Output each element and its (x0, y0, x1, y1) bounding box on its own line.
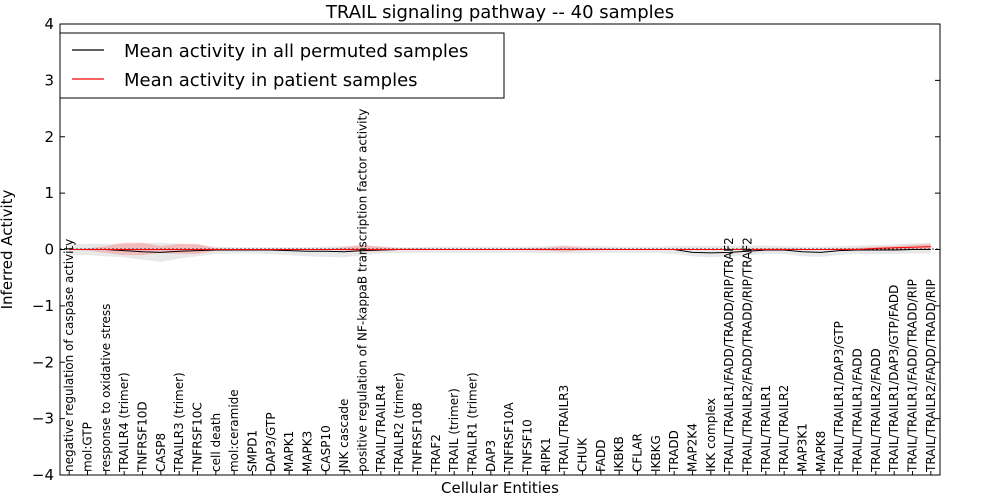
x-category-label: response to oxidative stress (99, 304, 113, 472)
x-category-label: MAP2K4 (686, 423, 700, 472)
x-category-label: mol:GTP (81, 422, 95, 472)
x-category-label: DAP3 (484, 440, 498, 472)
series-lines (69, 246, 931, 254)
legend-label-permuted: Mean activity in all permuted samples (124, 41, 468, 62)
y-tick-label: −4 (32, 466, 54, 484)
x-category-label: TNFRSF10C (191, 402, 205, 473)
x-category-label: mol:ceramide (227, 389, 241, 472)
x-category-label: positive regulation of NF-kappaB transcr… (356, 109, 370, 472)
legend-box (59, 32, 505, 99)
x-category-label: MAPK8 (814, 431, 828, 472)
x-category-label: TNFRSF10B (411, 402, 425, 473)
x-category-label: TRAILR2 (trimer) (392, 372, 406, 473)
x-category-label: TNFRSF10A (502, 402, 516, 473)
legend: Mean activity in all permuted samples Me… (59, 32, 505, 99)
x-category-label: cell death (209, 413, 223, 472)
x-category-label: TRAIL/TRAILR3 (557, 385, 571, 473)
x-category-label: MAPK3 (301, 431, 315, 472)
legend-label-patient: Mean activity in patient samples (124, 70, 418, 91)
x-category-label: TRAILR1 (trimer) (466, 372, 480, 473)
y-tick-label: 3 (44, 71, 54, 89)
x-category-label: TRAIL/TRAILR2/FADD/TRADD/RIP (924, 279, 938, 473)
x-category-label: TRAF2 (429, 434, 443, 473)
x-category-label: CHUK (576, 437, 590, 472)
y-tick-label: 2 (44, 128, 54, 146)
x-category-label: DAP3/GTP (264, 412, 278, 472)
y-tick-label: −2 (32, 353, 54, 371)
x-category-label: CFLAR (631, 433, 645, 472)
band-series-0 (69, 242, 931, 262)
x-category-label: TRAIL/TRAILR2/FADD/TRADD/RIP/TRAF2 (741, 237, 755, 473)
x-category-label: TRAILR4 (trimer) (117, 372, 131, 473)
x-category-label: IKBKB (612, 436, 626, 472)
x-category-label: IKK complex (704, 398, 718, 472)
y-tick-label: −3 (32, 410, 54, 428)
y-tick-label: 1 (44, 184, 54, 202)
x-category-label: RIPK1 (539, 437, 553, 472)
x-category-label: TNFSF10 (521, 419, 535, 473)
x-category-label: TRADD (667, 430, 681, 473)
x-category-label: FADD (594, 439, 608, 472)
x-category-label: TRAIL/TRAILR1/FADD/TRADD/RIP/TRAF2 (722, 237, 736, 473)
y-axis-title: Inferred Activity (0, 189, 16, 309)
band-series-1 (69, 242, 931, 256)
x-category-label: TRAIL/TRAILR2/FADD (869, 348, 883, 473)
x-category-label: MAP3K1 (796, 423, 810, 472)
x-category-label: TRAILR3 (trimer) (172, 372, 186, 473)
x-axis-category-labels: negative regulation of caspase activity m… (62, 109, 938, 475)
x-category-label: TRAIL/TRAILR4 (374, 385, 388, 473)
x-axis-title: Cellular Entities (441, 479, 559, 497)
confidence-bands (69, 242, 931, 262)
x-category-label: CASP10 (319, 425, 333, 472)
y-tick-label: 0 (44, 241, 54, 259)
x-category-label: IKBKG (649, 435, 663, 472)
x-category-label: SMPD1 (246, 430, 260, 472)
x-category-label: TRAIL/TRAILR1/FADD/TRADD/RIP (906, 279, 920, 473)
x-category-label: negative regulation of caspase activity (62, 239, 76, 472)
x-category-label: TRAIL/TRAILR1/FADD (851, 348, 865, 473)
x-category-label: TRAIL/TRAILR1/DAP3/GTP/FADD (887, 285, 901, 473)
x-category-label: MAPK1 (282, 431, 296, 472)
chart-title: TRAIL signaling pathway -- 40 samples (325, 2, 674, 23)
x-category-label: JNK cascade (337, 399, 351, 473)
y-tick-label: −1 (32, 297, 54, 315)
line-series-1 (69, 246, 931, 250)
y-tick-label: 4 (44, 15, 54, 33)
x-category-label: CASP8 (154, 433, 168, 472)
x-category-label: TRAIL/TRAILR2 (777, 385, 791, 473)
x-category-label: TRAIL/TRAILR1/DAP3/GTP (832, 321, 846, 473)
x-category-label: TRAIL/TRAILR1 (759, 385, 773, 473)
x-category-label: TNFRSF10D (136, 401, 150, 473)
x-category-label: TRAIL (trimer) (447, 388, 461, 473)
y-axis: −4 −3 −2 −1 0 1 2 3 4 (32, 15, 940, 484)
